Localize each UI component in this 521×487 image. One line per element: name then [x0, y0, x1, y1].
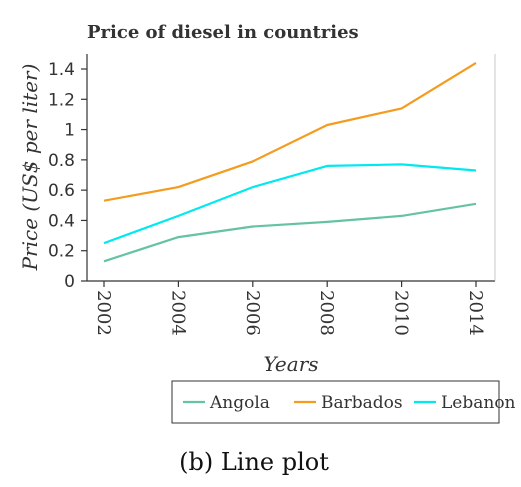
- y-tick-label: 1.2: [48, 90, 75, 110]
- x-tick-label: 2008: [316, 290, 337, 336]
- series-line-lebanon: [103, 163, 477, 245]
- y-tick-label: 0.2: [48, 242, 75, 262]
- y-tick-label: 1.4: [48, 60, 75, 80]
- legend: Angola Barbados Lebanon: [171, 380, 516, 424]
- y-tick-label: 0.6: [48, 181, 75, 201]
- legend-box: [171, 380, 500, 424]
- legend-label: Angola: [209, 393, 270, 413]
- y-tick-label: 1: [64, 121, 75, 141]
- y-ticks: 0 0.2 0.4 0.6 0.8 1 1.2 1.4: [48, 60, 87, 292]
- x-tick-label: 2002: [93, 290, 114, 336]
- chart-title: Price of diesel in countries: [87, 22, 359, 43]
- y-tick-label: 0.8: [48, 151, 75, 171]
- y-tick-label: 0: [64, 272, 75, 292]
- y-axis-label: Price (US$ per liter): [18, 64, 42, 272]
- series-lines: [103, 61, 477, 263]
- x-tick-label: 2004: [167, 290, 188, 336]
- series-line-barbados: [103, 61, 477, 202]
- figure-caption: (b) Line plot: [179, 448, 329, 476]
- x-tick-label: 2014: [465, 290, 486, 336]
- legend-items: Angola Barbados Lebanon: [183, 393, 516, 413]
- series-line-angola: [103, 202, 477, 263]
- x-tick-label: 2006: [242, 290, 263, 336]
- y-tick-label: 0.4: [48, 211, 75, 231]
- plot-area: 0 0.2 0.4 0.6 0.8 1 1.2 1.4 2002 2004 2006 2008 201…: [48, 54, 496, 336]
- x-axis-label: Years: [263, 352, 318, 376]
- legend-label: Lebanon: [441, 393, 516, 413]
- x-tick-label: 2010: [391, 290, 412, 336]
- x-ticks: 2002 2004 2006 2008 2010 2014: [93, 281, 486, 336]
- legend-label: Barbados: [321, 393, 403, 413]
